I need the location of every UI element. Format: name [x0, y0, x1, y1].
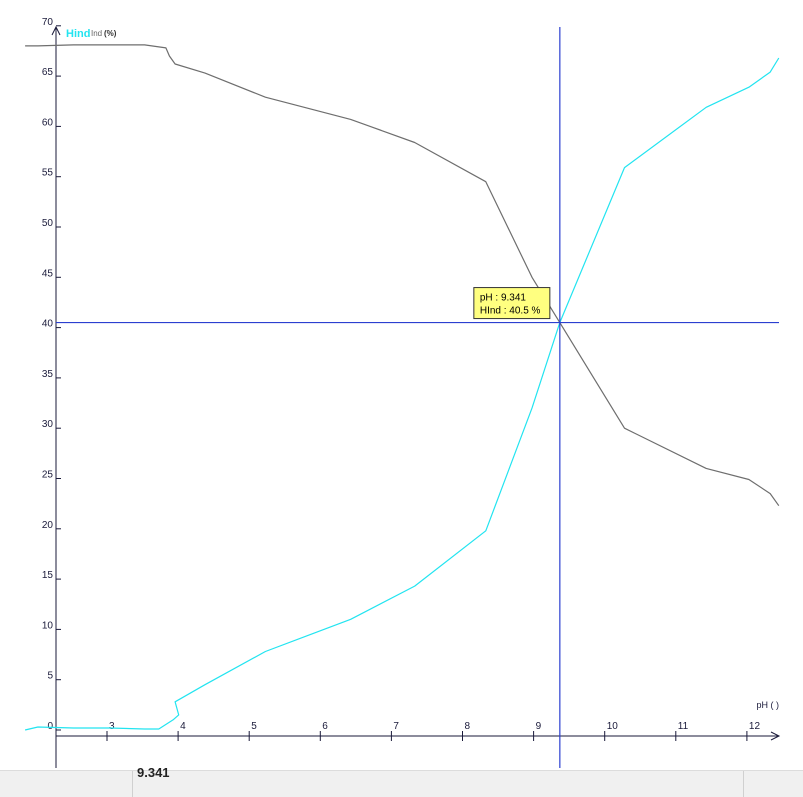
tooltip-ph: pH : 9.341 [480, 293, 527, 304]
x-tick-label: 7 [393, 721, 399, 732]
series-line-ind [25, 44, 780, 507]
x-tick-label: 5 [251, 721, 257, 732]
x-axis-title: pH ( ) [757, 700, 780, 710]
status-bar: 9.341 [0, 765, 803, 797]
x-axis-arrow [770, 731, 781, 741]
y-tick-label: 0 [47, 721, 53, 732]
y-tick-label: 45 [42, 268, 54, 279]
y-tick-label: 65 [42, 67, 54, 78]
x-tick-label: 12 [749, 721, 761, 732]
tooltip-hind: HInd : 40.5 % [480, 306, 541, 317]
x-tick-label: 11 [678, 721, 689, 732]
legend-ind: Ind [91, 29, 102, 38]
y-tick-label: 15 [42, 570, 54, 581]
legend: Hind Ind (%) [66, 28, 117, 40]
legend-hind: Hind [66, 28, 90, 40]
series-line-hind [24, 57, 780, 731]
y-tick-label: 70 [42, 17, 54, 28]
status-value: 9.341 [137, 765, 170, 780]
y-tick-label: 30 [42, 419, 54, 430]
status-divider [743, 771, 744, 797]
x-axis: 3 4 5 6 7 8 9 10 11 12 pH ( ) [56, 700, 781, 741]
y-tick-label: 40 [42, 319, 54, 330]
crosshair-tooltip: pH : 9.341 HInd : 40.5 % [473, 287, 551, 320]
tooltip-box [473, 287, 551, 320]
x-tick-label: 4 [180, 721, 186, 732]
y-tick-label: 25 [42, 470, 54, 481]
y-axis-arrow [51, 25, 61, 36]
y-axis: 0 5 10 15 20 25 30 35 40 45 50 55 60 65 70 [42, 17, 61, 768]
x-tick-label: 3 [109, 721, 115, 732]
y-tick-label: 10 [42, 620, 54, 631]
y-tick-label: 35 [42, 369, 54, 380]
y-tick-label: 20 [42, 520, 54, 531]
x-tick-label: 10 [607, 721, 619, 732]
x-tick-label: 9 [536, 721, 542, 732]
y-tick-label: 50 [42, 218, 54, 229]
legend-unit: (%) [104, 29, 117, 38]
y-tick-label: 60 [42, 117, 54, 128]
y-tick-label: 55 [42, 168, 54, 179]
x-tick-label: 6 [322, 721, 328, 732]
x-tick-label: 8 [465, 721, 471, 732]
y-tick-label: 5 [47, 671, 53, 682]
status-cell [0, 771, 133, 797]
